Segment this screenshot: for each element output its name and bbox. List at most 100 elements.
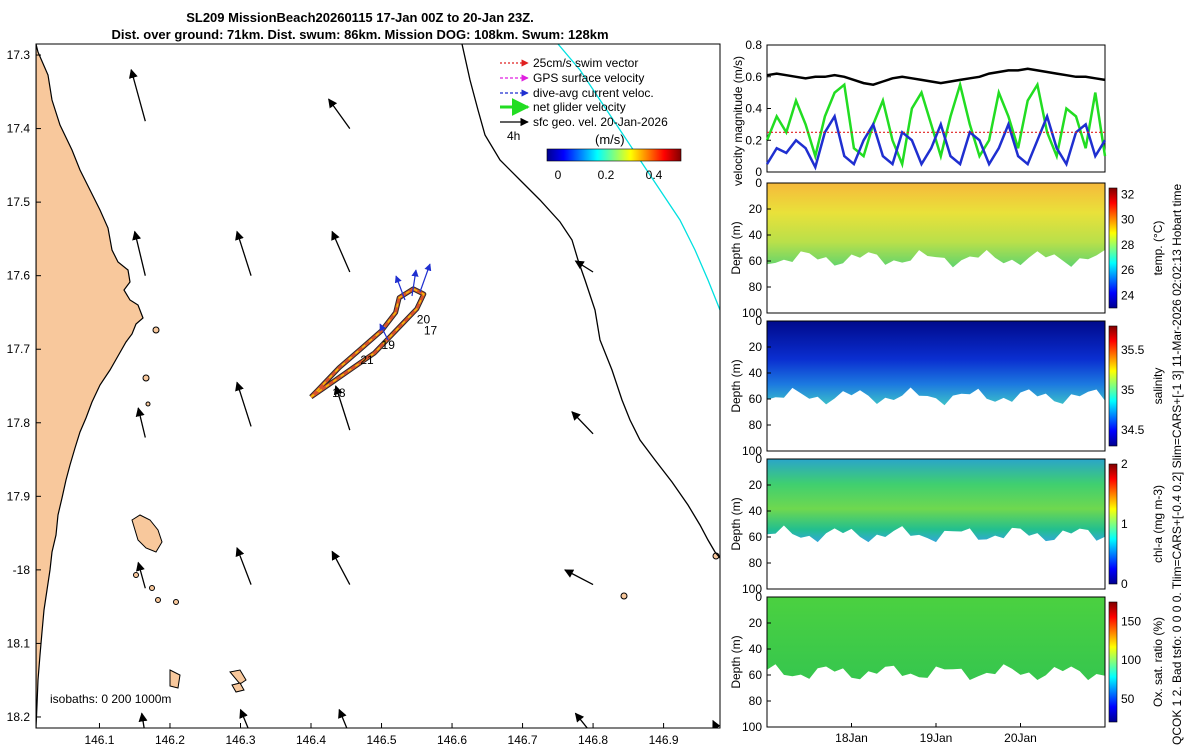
map-ytick-label: 17.8 — [7, 416, 31, 430]
colorbar-label: temp. (°C) — [1151, 221, 1165, 276]
glider-track-highlight — [310, 288, 425, 398]
sfc-geo-vector — [712, 719, 720, 728]
land-mainland — [36, 44, 144, 728]
colorbar-tick: 0.4 — [646, 168, 663, 182]
velocity-ytick-label: 0.6 — [745, 70, 762, 84]
time-axis: 18Jan 19Jan 20Jan — [835, 723, 1037, 745]
section-field — [767, 321, 1105, 406]
islet — [133, 572, 139, 578]
map-x-axis: 146.1 146.2 146.3 146.4 146.5 146.6 146.7 146.8… — [84, 723, 679, 747]
sfc-geo-vector — [564, 569, 594, 586]
track-day-labels: 17 18 19 20 21 — [332, 312, 437, 400]
sfc-geo-vector — [338, 708, 348, 728]
legend-entry: dive-avg current veloc. — [533, 86, 654, 100]
islet — [620, 592, 628, 600]
sfc-geo-vectors — [128, 68, 720, 728]
section-field — [767, 183, 1105, 268]
colorbar-tick-label: 28 — [1121, 238, 1135, 252]
chart-title-line2: Dist. over ground: 71km. Dist. swum: 86k… — [111, 27, 609, 42]
sfc-geo-vector — [574, 712, 589, 728]
island-b — [169, 669, 181, 689]
velocity-y-axis: 0 0.2 0.4 0.6 0.8 — [745, 38, 771, 179]
legend-entry: 25cm/s swim vector — [533, 56, 638, 70]
colorbar-label: salinity — [1151, 368, 1165, 405]
section-ytick-label: 60 — [749, 392, 763, 406]
colorbar-tick-label: 24 — [1121, 288, 1135, 302]
section-ytick-label: 0 — [755, 590, 762, 604]
speed-colorbar — [546, 148, 682, 162]
colorbar-tick-label: 0 — [1121, 577, 1128, 591]
map-xtick-label: 146.8 — [578, 733, 608, 747]
section-ytick-label: 20 — [749, 478, 763, 492]
colorbar-tick-label: 150 — [1121, 614, 1141, 628]
section-ytick-label: 40 — [749, 642, 763, 656]
colorbar-tick-label: 26 — [1121, 263, 1135, 277]
qc-side-text: QCOK 1 2. Bad tsfo: 0 0 0 0. Tlim=CARS+[… — [1170, 183, 1184, 745]
map-xtick-label: 146.7 — [508, 733, 538, 747]
colorbar-tick: 0.2 — [598, 168, 615, 182]
section-salinity: 0 20 40 60 80 100 Depth (m) 35.5 35 34.5 salinity — [729, 314, 1165, 458]
map-ytick-label: -18 — [13, 563, 31, 577]
section-ylabel: Depth (m) — [729, 497, 743, 550]
sfc-geo-vector — [333, 385, 351, 431]
island-c — [229, 669, 247, 685]
velocity-ytick-label: 0.2 — [745, 133, 762, 147]
sfc-geo-vector — [235, 381, 252, 427]
section-ytick-label: 40 — [749, 228, 763, 242]
colorbar-tick-label: 30 — [1121, 213, 1135, 227]
colorbar-tick-label: 34.5 — [1121, 423, 1145, 437]
section-temperature: 0 20 40 60 80 100 Depth (m) 32 30 28 26 24 temp. (°C… — [729, 176, 1165, 320]
island-a — [131, 514, 163, 553]
sfc-geo-vector — [239, 708, 249, 728]
chart-title-line1: SL209 MissionBeach20260115 17-Jan 00Z to… — [186, 10, 534, 25]
velocity-series-net-glider-velocity — [765, 79, 1107, 169]
section-colorbar — [1108, 601, 1118, 723]
sfc-geo-vector — [331, 550, 351, 585]
section-chlorophyll-a: 0 20 40 60 80 100 Depth (m) 2 1 0 chl-a (mg m-3) — [729, 452, 1165, 596]
section-frame — [766, 182, 1106, 314]
map-ytick-label: 17.7 — [7, 342, 31, 356]
section-ytick-label: 80 — [749, 556, 763, 570]
map-ytick-label: 17.5 — [7, 195, 31, 209]
colorbar-tick-label: 100 — [1121, 653, 1141, 667]
islet — [152, 326, 160, 334]
colorbar-tick: 0 — [555, 168, 562, 182]
legend-entry: GPS surface velocity — [533, 71, 644, 85]
islet — [149, 585, 155, 591]
isobath-200m — [461, 44, 720, 559]
current-arrows — [379, 263, 432, 341]
sfc-geo-vector — [135, 407, 146, 438]
islet — [142, 374, 150, 382]
section-frame — [766, 458, 1106, 590]
section-ytick-label: 100 — [742, 582, 762, 596]
date-tick-label: 19Jan — [920, 731, 953, 745]
section-ylabel: Depth (m) — [729, 221, 743, 274]
date-tick-label: 18Jan — [835, 731, 868, 745]
colorbar-label: chl-a (mg m-3) — [1151, 485, 1165, 563]
legend-entry: sfc geo. vel. 20-Jan-2026 — [533, 115, 668, 129]
glider-track-colour — [309, 287, 426, 399]
section-frame — [766, 320, 1106, 452]
section-ytick-label: 60 — [749, 668, 763, 682]
section-ytick-label: 80 — [749, 694, 763, 708]
section-oxygen-saturation: 0 20 40 60 80 100 Depth (m) 150 100 50 Ox. sat. ra… — [729, 590, 1165, 734]
map-ytick-label: 18.2 — [7, 710, 31, 724]
colorbar-tick-label: 35 — [1121, 383, 1135, 397]
section-ytick-label: 20 — [749, 616, 763, 630]
map-xtick-label: 146.6 — [437, 733, 467, 747]
sfc-geo-vector — [132, 230, 146, 276]
sfc-geo-vector — [235, 230, 252, 276]
section-field — [767, 459, 1105, 543]
map-xtick-label: 146.4 — [296, 733, 326, 747]
track-day-label: 21 — [360, 353, 374, 367]
map-ytick-label: 17.3 — [7, 48, 31, 62]
map-ytick-label: 17.9 — [7, 489, 31, 503]
section-field — [767, 597, 1105, 681]
colorbar-units: (m/s) — [595, 132, 625, 147]
sfc-geo-vector — [331, 230, 351, 273]
map-ytick-label: 17.4 — [7, 122, 31, 136]
sfc-geo-vector — [138, 712, 148, 728]
track-day-label: 17 — [424, 324, 438, 338]
